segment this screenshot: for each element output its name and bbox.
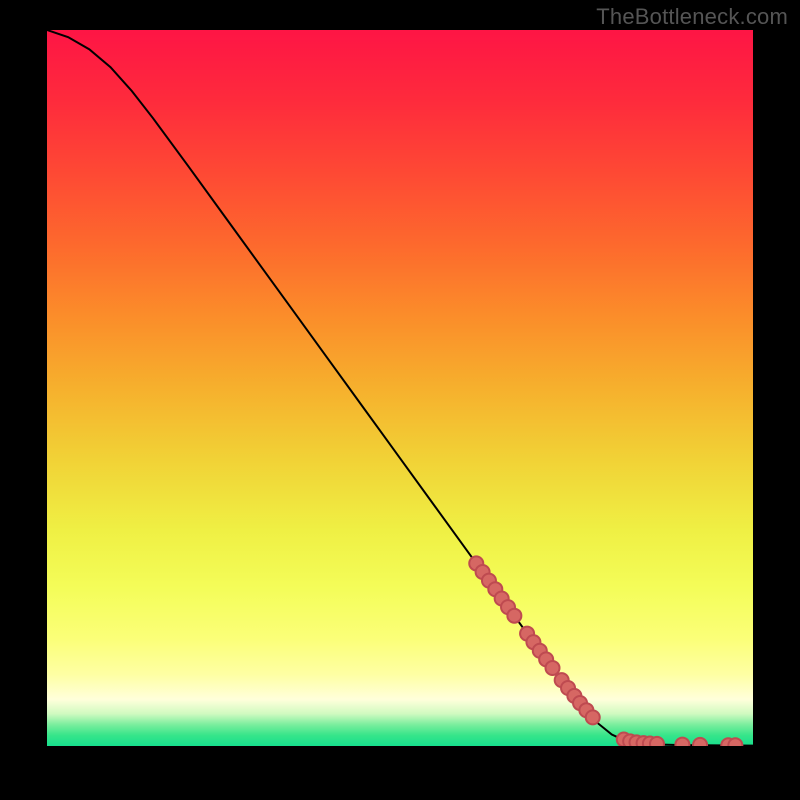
chart-svg bbox=[47, 30, 753, 746]
data-marker bbox=[728, 738, 742, 746]
watermark-text: TheBottleneck.com bbox=[596, 4, 788, 30]
data-marker bbox=[546, 661, 560, 675]
data-marker bbox=[693, 738, 707, 746]
plot-background bbox=[47, 30, 753, 746]
data-marker bbox=[586, 710, 600, 724]
data-marker bbox=[507, 609, 521, 623]
plot-area bbox=[47, 30, 753, 746]
data-marker bbox=[675, 738, 689, 746]
chart-container: TheBottleneck.com bbox=[0, 0, 800, 800]
data-marker bbox=[650, 737, 664, 746]
